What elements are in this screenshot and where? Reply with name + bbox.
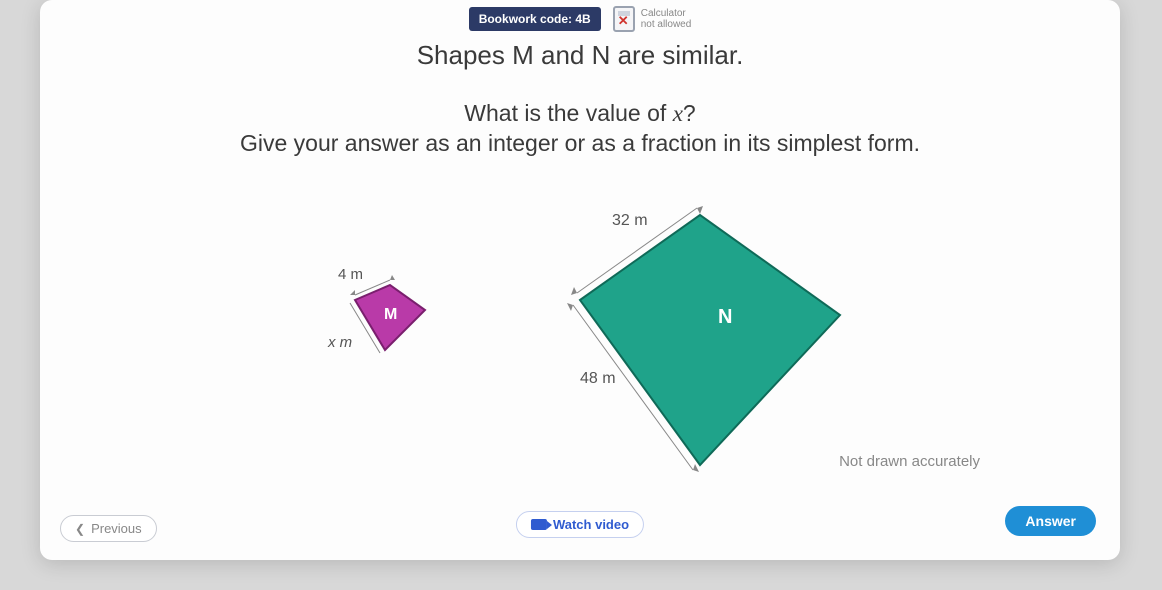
question-heading: Shapes M and N are similar. bbox=[40, 40, 1120, 71]
question-card: Bookwork code: 4B ✕ Calculator not allow… bbox=[40, 0, 1120, 560]
shape-m-top-measure: 4 m bbox=[338, 266, 363, 283]
video-icon bbox=[531, 519, 547, 530]
q1-var: x bbox=[673, 101, 683, 126]
shapes-figure: M 4 m x m N 32 m bbox=[280, 195, 900, 475]
question-line-2: Give your answer as an integer or as a f… bbox=[40, 130, 1120, 157]
previous-button[interactable]: ❮ Previous bbox=[60, 515, 157, 542]
shape-m: M 4 m x m bbox=[327, 266, 425, 353]
calculator-status: ✕ Calculator not allowed bbox=[613, 6, 692, 32]
calc-line1: Calculator bbox=[641, 8, 692, 19]
bookwork-badge: Bookwork code: 4B bbox=[469, 7, 601, 31]
answer-label: Answer bbox=[1025, 513, 1076, 529]
answer-button[interactable]: Answer bbox=[1005, 506, 1096, 536]
question-line-1: What is the value of x? bbox=[40, 100, 1120, 127]
top-bar: Bookwork code: 4B ✕ Calculator not allow… bbox=[40, 6, 1120, 32]
q1-prefix: What is the value of bbox=[464, 100, 672, 126]
calculator-text: Calculator not allowed bbox=[641, 8, 692, 30]
shape-n-top-measure: 32 m bbox=[612, 212, 648, 229]
calc-line2: not allowed bbox=[641, 19, 692, 30]
shape-m-label: M bbox=[384, 306, 397, 323]
q1-suffix: ? bbox=[683, 100, 696, 126]
cross-icon: ✕ bbox=[618, 13, 629, 29]
shape-n: N 32 m 48 m bbox=[567, 206, 840, 472]
previous-label: Previous bbox=[91, 521, 142, 536]
chevron-left-icon: ❮ bbox=[75, 522, 85, 536]
shape-n-label: N bbox=[718, 306, 732, 328]
accuracy-note: Not drawn accurately bbox=[839, 453, 980, 470]
shape-m-left-measure: x m bbox=[327, 334, 352, 351]
calculator-icon: ✕ bbox=[613, 6, 635, 32]
watch-label: Watch video bbox=[553, 517, 629, 532]
watch-video-button[interactable]: Watch video bbox=[516, 511, 644, 538]
shape-n-left-measure: 48 m bbox=[580, 370, 616, 387]
